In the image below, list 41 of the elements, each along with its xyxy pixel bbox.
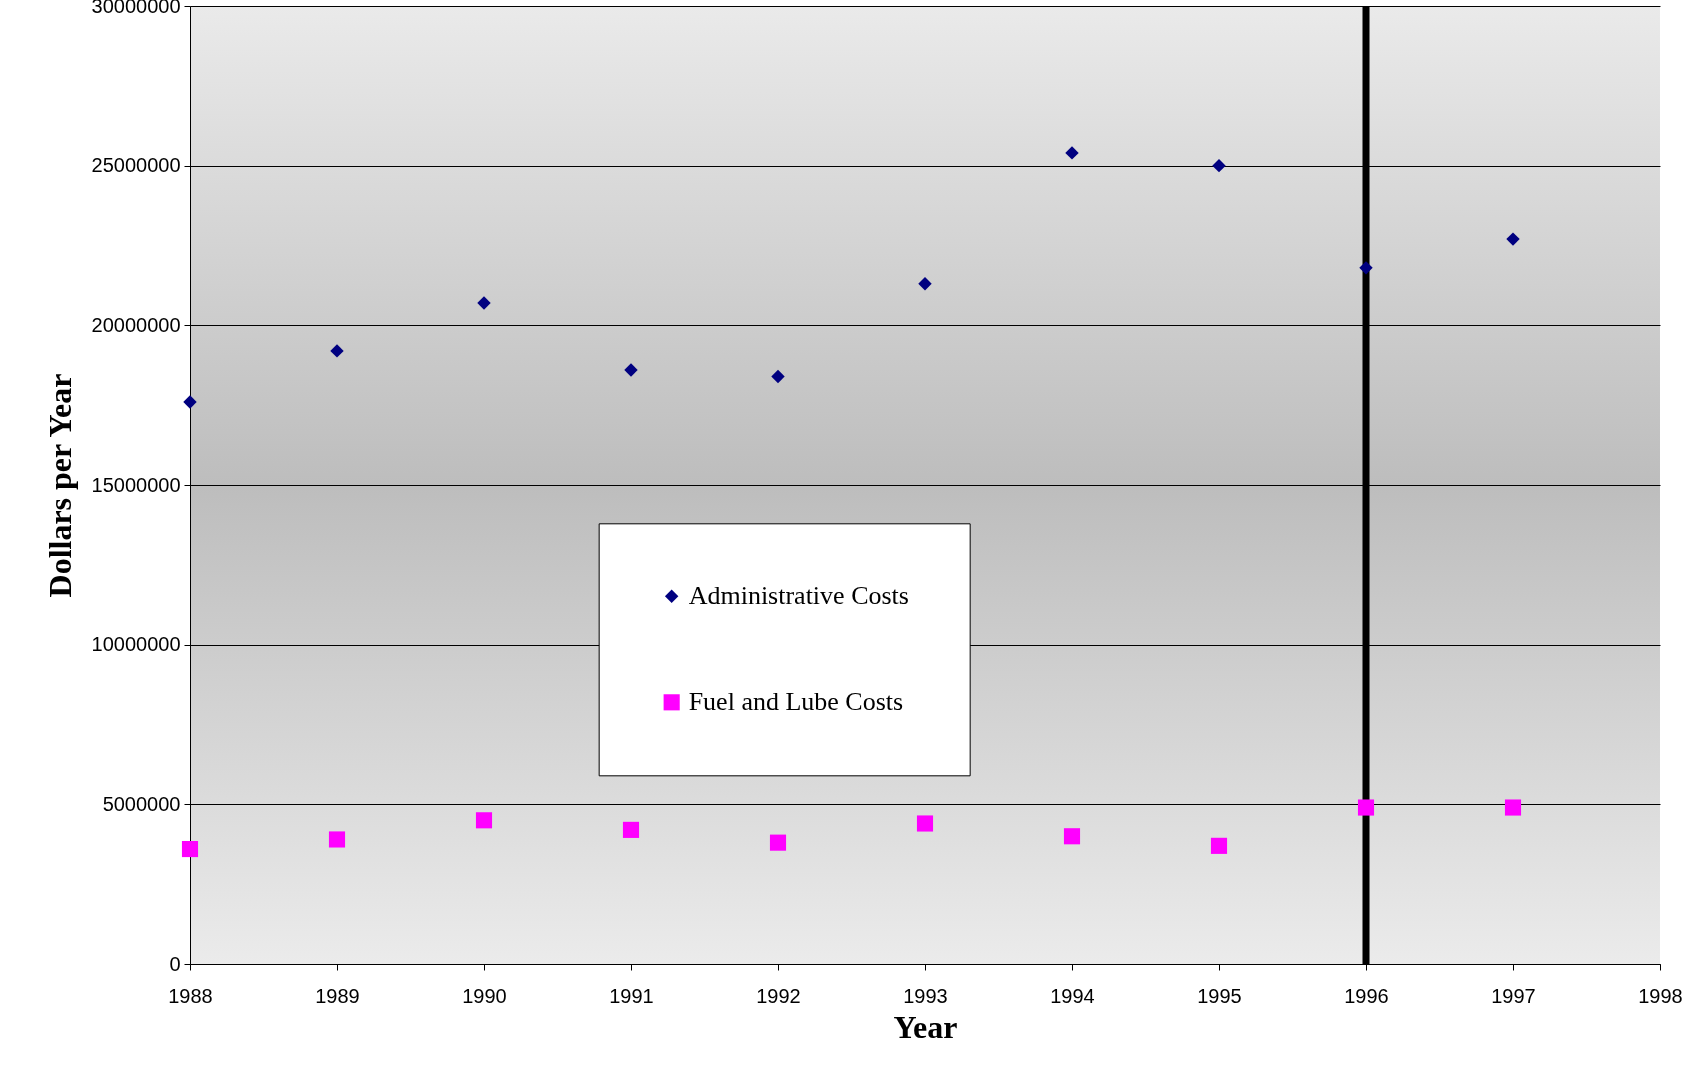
- x-tick-label: 1995: [1197, 984, 1242, 1007]
- y-tick-label: 15000000: [91, 473, 181, 496]
- point: [181, 840, 199, 858]
- legend-label: Fuel and Lube Costs: [688, 687, 904, 717]
- point: [477, 296, 491, 310]
- x-tick-label: 1991: [609, 984, 654, 1007]
- point: [1212, 158, 1226, 173]
- x-tick-label: 1988: [168, 984, 213, 1007]
- point: [1063, 828, 1081, 845]
- point: [1065, 146, 1079, 160]
- x-tick-label: 1990: [462, 984, 507, 1007]
- point: [918, 277, 932, 291]
- point: [1210, 837, 1228, 854]
- x-tick-label: 1993: [903, 984, 948, 1007]
- point: [330, 344, 344, 358]
- y-tick-label: 25000000: [91, 154, 181, 177]
- x-tick-label: 1994: [1050, 984, 1095, 1007]
- x-tick-label: 1989: [315, 984, 360, 1007]
- x-axis-title: Year: [893, 1008, 958, 1045]
- point: [771, 369, 785, 384]
- point: [1357, 799, 1375, 816]
- legend-label: Administrative Costs: [688, 581, 909, 611]
- y-tick-label: 10000000: [91, 633, 181, 656]
- point: [624, 363, 638, 377]
- point: [769, 834, 787, 851]
- y-tick-label: 0: [169, 952, 181, 975]
- x-tick-label: 1992: [756, 984, 801, 1007]
- point: [1359, 261, 1373, 275]
- y-axis-title: Dollars per Year: [41, 373, 78, 598]
- y-tick-label: 20000000: [91, 313, 181, 336]
- point: [1504, 799, 1522, 816]
- point: [1506, 232, 1520, 246]
- x-tick-label: 1997: [1491, 984, 1536, 1007]
- y-tick-label: 5000000: [102, 792, 181, 815]
- point: [475, 812, 493, 829]
- point: [622, 821, 640, 838]
- x-tick-label: 1998: [1638, 984, 1683, 1007]
- point: [328, 831, 346, 848]
- x-tick-label: 1996: [1344, 984, 1389, 1007]
- point: [183, 395, 197, 409]
- point: [916, 815, 934, 832]
